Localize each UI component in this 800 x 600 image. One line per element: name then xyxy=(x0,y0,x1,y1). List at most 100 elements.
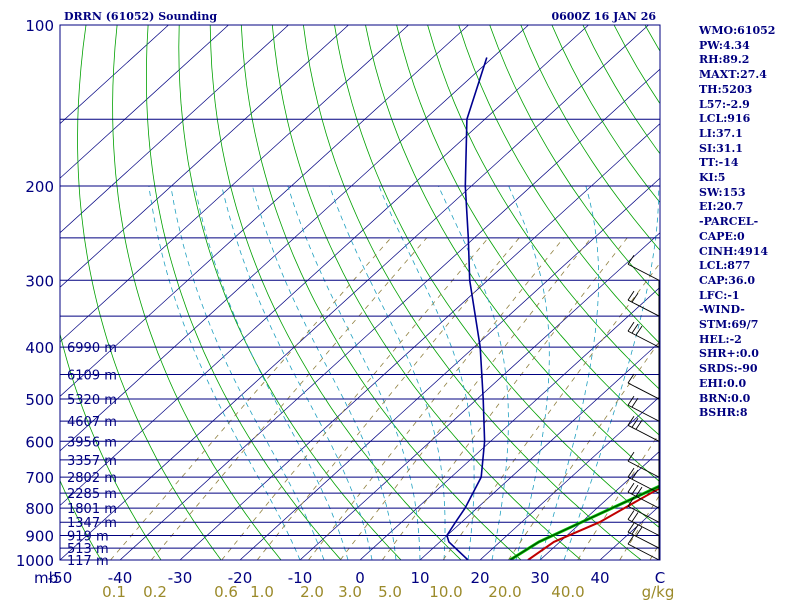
temperature-tick-label: C xyxy=(655,569,665,587)
wind-barb-staff xyxy=(627,382,660,400)
wind-barb-staff xyxy=(627,519,660,536)
isotherm-line xyxy=(60,25,589,506)
stat-line: LFC:-1 xyxy=(699,288,740,302)
wind-barb-flag xyxy=(631,323,639,334)
mixing-ratio-tick-label: 20.0 xyxy=(488,583,521,600)
wind-barb-flag xyxy=(631,512,639,522)
isotherm-line xyxy=(60,25,349,288)
mixing-ratio-tick-label: 0.6 xyxy=(214,583,238,600)
wind-barb xyxy=(627,467,660,494)
wind-barb-flag xyxy=(627,290,635,301)
wind-barb-staff xyxy=(627,460,660,478)
isotherm-line xyxy=(239,177,660,560)
plot-area xyxy=(60,25,660,560)
background-grid xyxy=(60,25,660,560)
wind-barb xyxy=(627,255,660,281)
moist-adiabat-line xyxy=(539,185,599,560)
mixing-ratio-tick-label: 3.0 xyxy=(338,583,362,600)
pressure-tick-label: 300 xyxy=(25,272,54,290)
height-label: 919 m xyxy=(67,530,109,545)
wind-barb xyxy=(627,416,660,442)
stat-line: PW:4.34 xyxy=(699,38,750,52)
wind-barb-staff xyxy=(627,263,660,281)
temperature-tick-label: -30 xyxy=(168,569,193,587)
mixing-ratio-line xyxy=(110,237,392,560)
wind-barb-flag xyxy=(627,416,635,426)
wind-barb-flag xyxy=(635,420,643,430)
parcel-trace-line xyxy=(509,485,660,560)
wind-barb-flag xyxy=(631,397,639,408)
stat-line: WMO:61052 xyxy=(699,24,776,37)
stat-line: LCL:916 xyxy=(699,112,751,126)
stat-line: CAPE:0 xyxy=(699,229,745,243)
sounding-time: 0600Z 16 JAN 26 xyxy=(551,10,656,23)
wind-barb-staff xyxy=(627,404,660,422)
height-label: 2802 m xyxy=(67,471,117,486)
wind-barb-staff xyxy=(627,491,660,509)
mixing-ratio-tick-label: 10.0 xyxy=(429,583,462,600)
stat-line: STM:69/7 xyxy=(699,318,759,332)
stat-line: RH:89.2 xyxy=(699,53,750,67)
height-label: 3956 m xyxy=(67,435,117,450)
mixing-ratio-line xyxy=(256,237,520,560)
height-label: 6109 m xyxy=(67,368,117,383)
stat-line: -PARCEL- xyxy=(699,215,759,229)
stat-line: BRN:0.0 xyxy=(699,391,751,405)
wind-barb-flag xyxy=(631,292,639,303)
wind-barb xyxy=(627,395,660,422)
mixing-ratio-line xyxy=(150,237,428,560)
temperature-tick-label: 10 xyxy=(410,569,429,587)
wind-barb-staff xyxy=(627,543,660,561)
stat-line: EI:20.7 xyxy=(699,200,744,214)
wind-barb-flag xyxy=(627,373,635,384)
wind-barb xyxy=(627,496,660,523)
mixing-ratio-tick-label: 2.0 xyxy=(300,583,324,600)
isotherm-line xyxy=(119,68,660,560)
stat-line: SW:153 xyxy=(699,185,746,199)
mixing-ratio-tick-label: 5.0 xyxy=(378,583,402,600)
isotherm-line xyxy=(60,25,169,125)
station-title: DRRN (61052) Sounding xyxy=(64,10,217,23)
mixing-ratio-tick-label: 0.1 xyxy=(102,583,126,600)
wind-barb-flag xyxy=(627,451,635,462)
stat-line: SRDS:-90 xyxy=(699,362,758,376)
temperature-tick-label: 30 xyxy=(530,569,549,587)
stats-panel: WMO:61052 PW:4.34 RH:89.2 MAXT:27.4 TH:5203 L… xyxy=(699,24,799,421)
wind-barb-flag xyxy=(627,534,635,545)
wind-barb-flag xyxy=(631,469,639,480)
isotherm-line xyxy=(419,341,660,560)
height-label: 2285 m xyxy=(67,487,117,502)
stat-line: EHI:0.0 xyxy=(699,376,747,390)
wind-barb-flag xyxy=(627,496,635,507)
wind-barb-flag xyxy=(627,395,635,406)
mixing-ratio-line xyxy=(507,340,660,560)
temperature-tick-label: 0 xyxy=(355,569,365,587)
wind-barb-flag xyxy=(627,522,635,533)
isotherm-line xyxy=(299,232,660,560)
pressure-tick-label: 100 xyxy=(25,17,54,35)
wind-barb-staff xyxy=(627,531,660,549)
stat-line: CAP:36.0 xyxy=(699,273,756,287)
stat-line: L57:-2.9 xyxy=(699,97,750,111)
temperature-tick-label: -50 xyxy=(48,569,73,587)
height-label: 3357 m xyxy=(67,454,117,469)
wind-barb xyxy=(627,534,660,561)
height-label: 6990 m xyxy=(67,341,117,356)
wind-barbs xyxy=(627,255,660,561)
stat-line: SHR+:0.0 xyxy=(699,347,759,361)
wind-barb xyxy=(627,373,660,400)
isotherm-line xyxy=(60,25,649,560)
mixing-ratio-tick-label: g/kg xyxy=(642,583,675,600)
wind-barb-flag xyxy=(627,510,635,520)
pressure-tick-label: 600 xyxy=(25,433,54,451)
wind-barb xyxy=(627,522,660,549)
pressure-tick-label: 1000 xyxy=(16,552,54,570)
height-label: 1801 m xyxy=(67,502,117,517)
wind-barb-flag xyxy=(635,526,643,537)
stat-line: HEL:-2 xyxy=(699,332,742,346)
temperature-trace-line xyxy=(527,486,660,560)
isotherm-line xyxy=(479,395,660,560)
wind-barb-flag xyxy=(631,484,639,495)
temperature-tick-label: -20 xyxy=(228,569,253,587)
